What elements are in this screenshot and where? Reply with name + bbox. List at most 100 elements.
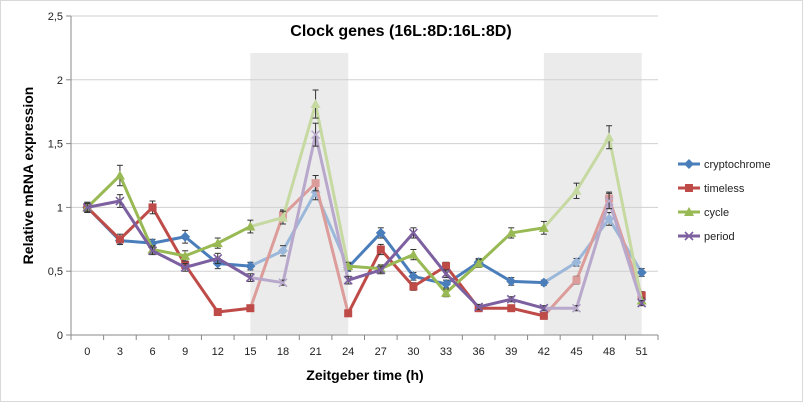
data-point	[277, 212, 288, 222]
series-line-segment	[574, 196, 611, 282]
data-point	[441, 287, 452, 297]
data-point	[571, 257, 582, 268]
series-line-segment	[281, 102, 318, 220]
data-point	[409, 282, 418, 291]
data-point	[538, 222, 549, 232]
data-point	[408, 249, 419, 259]
x-tick-label: 12	[212, 346, 224, 358]
series-line-segment	[248, 213, 285, 310]
series-line-segment	[509, 226, 546, 235]
series-line-segment	[183, 241, 220, 258]
x-tick-label: 48	[603, 346, 615, 358]
series-line-segment	[444, 272, 481, 309]
series-line-segment	[216, 262, 252, 268]
x-tick-label: 0	[84, 346, 90, 358]
data-point	[506, 276, 517, 287]
x-tick-label: 51	[636, 346, 648, 358]
data-point	[245, 221, 256, 231]
x-tick-label: 27	[375, 346, 387, 358]
x-tick-label: 36	[473, 346, 485, 358]
series-line-segment	[379, 231, 415, 278]
x-tick-label: 18	[277, 346, 289, 358]
y-tick-label: 2,5	[48, 11, 63, 23]
data-point	[506, 227, 517, 237]
y-tick-label: 0	[57, 330, 63, 342]
series-line-segment	[346, 248, 383, 315]
data-point	[474, 302, 484, 312]
data-point	[311, 179, 320, 188]
data-point	[246, 304, 255, 313]
data-point	[539, 311, 548, 320]
x-tick-label: 24	[342, 346, 354, 358]
data-point	[604, 196, 614, 206]
data-point	[604, 213, 615, 224]
series-line-segment	[346, 268, 383, 282]
series-line-segment	[85, 174, 122, 209]
y-axis-title: Relative mRNA expression	[20, 87, 36, 265]
series-line-segment	[346, 231, 383, 269]
series-line-segment	[183, 263, 220, 314]
data-point	[180, 262, 190, 272]
data-point	[571, 185, 582, 195]
series-line-segment	[542, 278, 578, 318]
data-point	[408, 228, 418, 238]
y-tick-label: 1,5	[48, 139, 63, 151]
legend-label-cryptochrome: cryptochrome	[704, 159, 771, 171]
series-line-segment	[411, 274, 448, 286]
data-point	[473, 258, 484, 268]
data-point	[538, 277, 549, 288]
x-axis-title: Zeitgeber time (h)	[306, 367, 423, 383]
legend-label-timeless: timeless	[704, 183, 745, 195]
legend-marker-cryptochrome	[684, 159, 694, 169]
data-point	[441, 269, 451, 279]
series-line-segment	[314, 133, 350, 282]
series-line-segment	[574, 199, 611, 310]
data-point	[114, 170, 125, 180]
series-line-segment	[248, 216, 285, 229]
x-tick-label: 21	[309, 346, 321, 358]
series-line-segment	[444, 262, 481, 295]
data-point	[213, 308, 222, 317]
data-point	[344, 309, 353, 318]
series-line-segment	[216, 306, 252, 314]
series-line-segment	[477, 260, 513, 283]
series-cycle	[82, 89, 647, 305]
data-point	[278, 278, 288, 288]
data-point	[507, 304, 516, 313]
data-point	[82, 202, 92, 212]
data-point	[180, 231, 191, 242]
data-point	[245, 273, 255, 283]
series-line-segment	[346, 264, 383, 271]
x-tick-label: 30	[407, 346, 419, 358]
series-line-segment	[411, 253, 448, 295]
data-point	[376, 265, 386, 275]
series-line-segment	[85, 199, 122, 209]
series-line-segment	[509, 306, 546, 318]
y-tick-label: 1	[57, 202, 63, 214]
series-line-segment	[314, 181, 350, 315]
data-point	[213, 253, 223, 264]
data-point	[180, 250, 191, 260]
data-point	[604, 132, 615, 142]
series-line-segment	[183, 256, 220, 269]
series-line-segment	[509, 279, 546, 285]
series-line-segment	[151, 248, 187, 258]
series-line-segment	[542, 189, 578, 230]
data-point	[408, 271, 419, 282]
series-line-segment	[118, 199, 155, 253]
data-point	[147, 246, 158, 256]
x-tick-label: 3	[117, 346, 123, 358]
series-line-segment	[281, 190, 318, 253]
series-line-segment	[542, 260, 578, 285]
data-point	[637, 298, 647, 308]
x-tick-label: 6	[149, 346, 155, 358]
data-point	[311, 130, 321, 140]
data-point	[636, 267, 647, 278]
series-line-segment	[248, 276, 285, 285]
x-tick-label: 45	[570, 346, 582, 358]
data-point	[375, 227, 386, 238]
dark-period-shading	[250, 53, 349, 335]
data-point	[376, 245, 385, 254]
